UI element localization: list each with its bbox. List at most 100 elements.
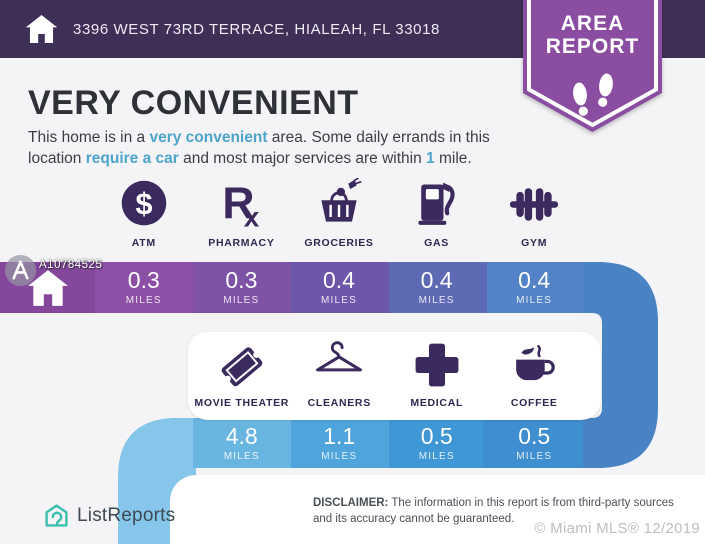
distance-value: 0.5 [518,422,551,449]
desc-text: This home is in a [28,129,150,146]
distance-value: 0.4 [322,267,355,293]
desc-text: and most major services are within [178,150,427,168]
badge-text: AREA REPORT [523,12,662,58]
desc-highlight: require a car [85,150,179,168]
walkability-description: This home is in a very convenient area. … [28,127,528,170]
amenity-label: COFFEE [510,397,558,409]
amenity-groceries: GROCERIES [290,178,388,249]
listreports-logo-icon [45,504,68,527]
mls-watermark: A10784525 [4,254,102,287]
desc-text: area. Some daily errands in this [267,129,490,146]
page-title: VERY CONVENIENT [28,84,359,122]
movie-theater-icon [221,347,263,387]
amenity-label: PHARMACY [208,237,275,249]
amenity-label: GROCERIES [304,237,374,249]
amenity-atm: $ ATM [95,178,193,249]
band2-segment [389,418,483,468]
groceries-icon [321,178,362,222]
distance-unit: MILES [516,450,553,462]
pharmacy-icon: R x [223,179,260,230]
amenity-label: MEDICAL [410,397,464,409]
distance-movie-theater: 4.8 MILES [193,418,291,468]
area-report-badge [523,0,662,132]
amenity-gym: GYM [485,178,583,249]
distance-unit: MILES [125,295,162,306]
property-address: 3396 WEST 73RD TERRACE, HIALEAH, FL 3301… [73,20,440,38]
distance-groceries: 0.4 MILES [290,262,388,313]
footprints-icon [573,73,613,116]
distance-pharmacy: 0.3 MILES [193,262,291,313]
distance-value: 0.3 [225,267,258,293]
band1-segment [389,262,487,313]
gym-icon [510,188,559,221]
mls-number: A10784525 [39,259,103,271]
distance-unit: MILES [223,450,260,462]
band-home-marker [0,262,95,313]
listreports-brand: ListReports [44,503,175,528]
distance-value: 0.4 [420,267,453,293]
band1-segment [95,262,193,313]
distance-unit: MILES [223,295,260,306]
atm-icon: $ [121,180,167,226]
amenity-label: GYM [521,237,548,249]
brand-name: ListReports [77,504,176,526]
cleaners-icon [316,341,363,372]
amenity-label: MOVIE THEATER [194,397,290,409]
distance-medical: 0.5 MILES [388,418,486,468]
band1-values: 0.3 MILES 0.3 MILES 0.4 MILES 0.4 MILES … [95,262,583,313]
desc-text: mile. [434,150,472,168]
amenity-label: ATM [131,237,156,249]
amenity-label: GAS [424,237,449,249]
copyright-text: © Miami MLS® 12/2019 [534,520,700,537]
band2-segment [193,418,291,468]
watermark-logo-icon [4,254,37,287]
svg-text:x: x [244,201,260,230]
distance-value: 4.8 [225,422,258,449]
amenity-row-1: $ ATM R x PHARMACY GROCERIES [95,178,583,249]
band2-segment [291,418,389,468]
amenity-movie-theater: MOVIE THEATER [193,338,291,409]
amenity-coffee: COFFEE [486,338,584,409]
band1-segment [291,262,389,313]
distance-unit: MILES [418,450,455,462]
gas-icon [418,182,455,225]
distance-coffee: 0.5 MILES [486,418,584,468]
distance-unit: MILES [320,295,357,306]
home-icon [27,269,68,306]
svg-text:R: R [223,179,255,228]
distance-atm: 0.3 MILES [95,262,193,313]
distance-gas: 0.4 MILES [388,262,486,313]
amenity-medical: MEDICAL [388,338,486,409]
amenity-cleaners: CLEANERS [291,338,389,409]
distance-value: 0.3 [127,267,160,293]
amenity-row-2: MOVIE THEATER CLEANERS MEDICAL COFFEE [193,338,583,409]
disclaimer-text: DISCLAIMER: The information in this repo… [313,495,685,527]
distance-value: 0.5 [420,422,453,449]
badge-line2: REPORT [545,35,640,58]
desc-highlight: very convenient [149,129,268,146]
amenity-label: CLEANERS [307,397,371,409]
distance-unit: MILES [321,450,358,462]
coffee-icon [516,345,556,381]
disclaimer-body: The information in this report is from t… [313,497,674,526]
distance-unit: MILES [418,295,455,306]
medical-icon [415,343,459,387]
home-icon [25,14,58,44]
disclaimer-panel [170,475,705,544]
band2-values: 4.8 MILES 1.1 MILES 0.5 MILES 0.5 MILES [193,418,583,468]
svg-text:$: $ [135,187,152,221]
distance-value: 0.4 [518,267,551,293]
disclaimer-label: DISCLAIMER: [313,497,389,509]
distance-unit: MILES [516,295,553,306]
band1-segment [487,262,583,313]
band2-segment [483,418,583,468]
badge-line1: AREA [560,12,625,35]
band1-segment [193,262,291,313]
desc-text: location [28,150,86,168]
distance-gym: 0.4 MILES [485,262,583,313]
amenity-pharmacy: R x PHARMACY [193,178,291,249]
desc-highlight: 1 [426,150,435,168]
distance-cleaners: 1.1 MILES [291,418,389,468]
distance-value: 1.1 [323,422,356,449]
